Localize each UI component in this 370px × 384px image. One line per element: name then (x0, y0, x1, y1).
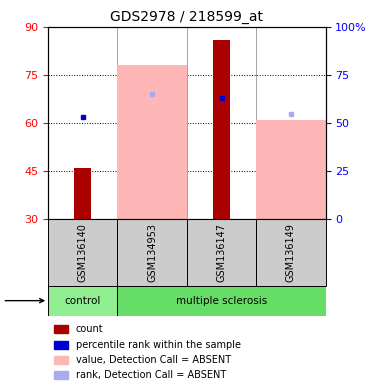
Bar (213, 40, 230, 220)
Text: GSM134953: GSM134953 (147, 223, 157, 282)
Bar (256, 120, 326, 220)
Text: count: count (76, 324, 104, 334)
FancyBboxPatch shape (118, 220, 187, 286)
Bar (118, 65, 187, 220)
Text: disease state: disease state (0, 296, 44, 306)
Text: percentile rank within the sample: percentile rank within the sample (76, 340, 241, 350)
Bar (54, 356, 68, 364)
Bar (74, 168, 91, 220)
Text: GSM136147: GSM136147 (216, 223, 226, 282)
FancyBboxPatch shape (256, 220, 326, 286)
Text: GSM136140: GSM136140 (78, 223, 88, 282)
FancyBboxPatch shape (187, 220, 256, 286)
Text: control: control (65, 296, 101, 306)
Bar (54, 341, 68, 349)
Title: GDS2978 / 218599_at: GDS2978 / 218599_at (110, 10, 263, 25)
Text: multiple sclerosis: multiple sclerosis (176, 296, 267, 306)
Bar (54, 371, 68, 379)
FancyBboxPatch shape (48, 220, 118, 286)
Text: value, Detection Call = ABSENT: value, Detection Call = ABSENT (76, 355, 231, 365)
Bar (54, 325, 68, 333)
Text: GSM136149: GSM136149 (286, 223, 296, 282)
FancyBboxPatch shape (48, 286, 118, 316)
FancyBboxPatch shape (118, 286, 326, 316)
Text: rank, Detection Call = ABSENT: rank, Detection Call = ABSENT (76, 370, 226, 380)
